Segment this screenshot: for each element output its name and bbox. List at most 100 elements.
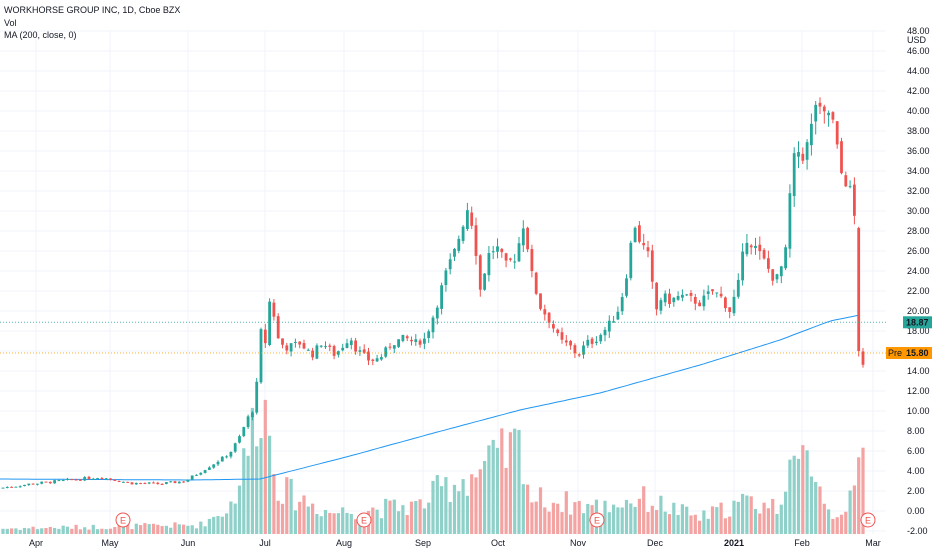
candle-body <box>414 339 418 342</box>
volume-bar <box>237 485 242 534</box>
candle-body <box>792 153 796 196</box>
candle-body <box>199 472 203 475</box>
volume-bar <box>100 528 104 534</box>
earnings-marker[interactable]: E <box>589 512 605 528</box>
volume-bar <box>332 513 336 534</box>
earnings-marker[interactable]: E <box>115 512 131 528</box>
pre-market-tag-text: Pre <box>888 348 902 358</box>
candle-body <box>560 332 564 340</box>
y-tick-label: 0.00 <box>907 506 925 516</box>
candle-body <box>668 293 671 305</box>
candle-body <box>440 285 443 309</box>
candle-body <box>139 482 142 484</box>
volume-bar <box>758 513 762 534</box>
y-tick-label: 22.00 <box>907 286 930 296</box>
candle-body <box>337 351 340 355</box>
ma-indicator-label[interactable]: MA (200, close, 0) <box>4 30 77 40</box>
volume-indicator-label[interactable]: Vol <box>4 17 17 28</box>
volume-bar <box>44 528 48 534</box>
volume-bar <box>57 528 61 534</box>
candle-body <box>633 227 637 243</box>
volume-bar <box>844 511 848 534</box>
volume-bar <box>663 511 667 534</box>
x-tick-label: May <box>101 538 119 548</box>
volume-bar <box>710 506 715 534</box>
symbol-title[interactable]: WORKHORSE GROUP INC, 1D, Cboe BZX <box>4 5 181 15</box>
candle-body <box>719 293 723 297</box>
volume-bar <box>302 495 306 534</box>
volume-bar <box>5 528 9 534</box>
volume-bar <box>18 529 22 534</box>
candle-body <box>152 482 155 484</box>
candle-body <box>702 295 706 307</box>
volume-bar <box>702 510 706 534</box>
volume-bar <box>857 457 861 534</box>
volume-bar <box>139 525 143 534</box>
candle-body <box>470 212 474 226</box>
earnings-label: E <box>120 516 126 526</box>
volume-bar <box>70 528 74 534</box>
volume-bar <box>620 507 624 534</box>
volume-bar <box>276 500 280 534</box>
x-tick-label: Aug <box>336 538 352 548</box>
candle-body <box>539 293 542 309</box>
candle-body <box>840 141 843 174</box>
volume-bar <box>414 501 418 534</box>
volume-bar <box>809 476 813 534</box>
volume-bar <box>530 502 534 534</box>
volume-bar <box>259 438 263 534</box>
volume-bar <box>487 445 491 534</box>
volume-bar <box>156 524 160 534</box>
price-axis[interactable]: -2.00 0.00 2.00 4.00 6.00 8.00 10.00 12.00 14.00… <box>886 26 932 536</box>
pre-market-tag <box>886 347 932 359</box>
candle-body <box>711 289 714 292</box>
candle-body <box>629 242 633 279</box>
candle-body <box>745 242 749 255</box>
candle-body <box>758 244 762 252</box>
candle-body <box>771 269 775 281</box>
volume-bar <box>422 508 426 534</box>
volume-bar <box>83 527 87 534</box>
candle-body <box>423 338 426 344</box>
volume-bar <box>169 527 173 534</box>
candle-body <box>302 343 306 349</box>
volume-bar <box>336 513 340 534</box>
volume-bar <box>715 507 719 534</box>
volume-bar <box>440 486 444 534</box>
candle-body <box>509 258 512 260</box>
volume-bar <box>470 474 474 534</box>
candle-body <box>427 331 431 338</box>
volume-bar <box>104 529 108 534</box>
volume-bar <box>164 525 168 534</box>
volume-bar <box>526 484 530 534</box>
volume-bar <box>250 407 254 534</box>
volume-bar <box>534 501 538 534</box>
volume-bar <box>220 516 224 534</box>
volume-bar <box>328 512 332 534</box>
volume-bar <box>22 527 27 534</box>
volume-bar <box>190 525 194 534</box>
candle-body <box>693 297 697 304</box>
volume-bar <box>603 500 607 534</box>
last-price-label: 18.87 <box>906 317 929 327</box>
y-tick-label: 34.00 <box>907 166 930 176</box>
volume-bar <box>655 510 659 534</box>
earnings-marker[interactable]: E <box>356 512 372 528</box>
volume-bar <box>134 523 138 534</box>
volume-bar <box>121 525 125 534</box>
volume-bar <box>177 524 181 534</box>
candle-body <box>457 238 461 251</box>
candle-body <box>388 346 392 348</box>
x-tick-label: Apr <box>29 538 43 548</box>
earnings-marker[interactable]: E <box>860 512 876 528</box>
time-axis[interactable]: Apr May Jun Jul Aug Sep Oct Nov Dec 2021 Feb Mar <box>29 538 881 548</box>
volume-bar <box>822 503 826 534</box>
earnings-label: E <box>594 516 600 526</box>
candle-body <box>79 479 82 481</box>
volume-bar <box>87 529 91 534</box>
candle-body <box>27 483 31 486</box>
candle-body <box>741 251 744 281</box>
candle-body <box>306 349 310 351</box>
